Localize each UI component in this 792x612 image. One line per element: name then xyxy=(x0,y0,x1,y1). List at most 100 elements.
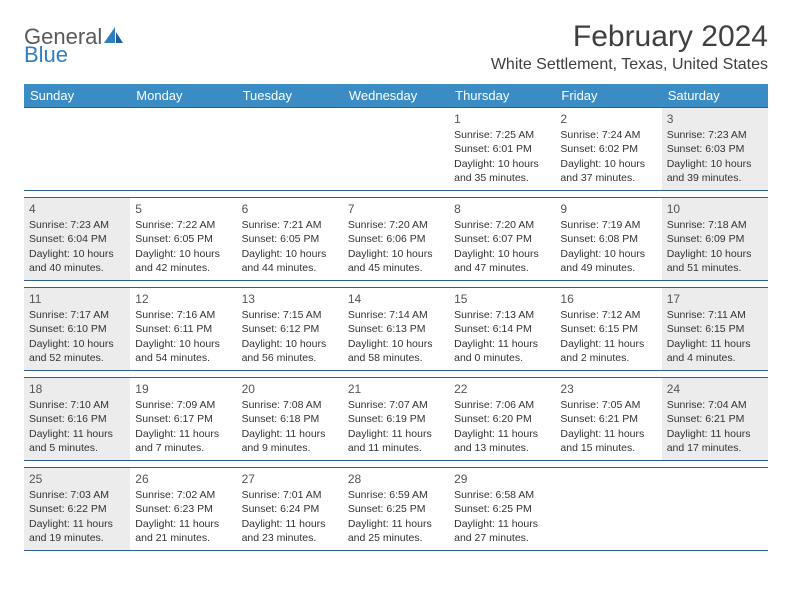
calendar: SundayMondayTuesdayWednesdayThursdayFrid… xyxy=(24,84,768,551)
day-info-line: Sunrise: 6:59 AM xyxy=(348,488,444,502)
day-info-line: Sunrise: 7:14 AM xyxy=(348,308,444,322)
day-info-line: Sunrise: 7:09 AM xyxy=(135,398,231,412)
day-number: 7 xyxy=(348,201,444,217)
day-number: 29 xyxy=(454,471,550,487)
day-info-line: Daylight: 11 hours and 7 minutes. xyxy=(135,427,231,455)
day-info-line: Sunrise: 7:23 AM xyxy=(667,128,763,142)
day-cell: 4Sunrise: 7:23 AMSunset: 6:04 PMDaylight… xyxy=(24,198,130,280)
week-row: 25Sunrise: 7:03 AMSunset: 6:22 PMDayligh… xyxy=(24,467,768,551)
day-cell: 26Sunrise: 7:02 AMSunset: 6:23 PMDayligh… xyxy=(130,468,236,550)
day-cell: 6Sunrise: 7:21 AMSunset: 6:05 PMDaylight… xyxy=(237,198,343,280)
day-info-line: Sunrise: 7:02 AM xyxy=(135,488,231,502)
day-info-line: Sunrise: 7:20 AM xyxy=(454,218,550,232)
day-info-line: Sunset: 6:16 PM xyxy=(29,412,125,426)
day-number: 28 xyxy=(348,471,444,487)
day-info-line: Sunset: 6:24 PM xyxy=(242,502,338,516)
week-row: 1Sunrise: 7:25 AMSunset: 6:01 PMDaylight… xyxy=(24,107,768,191)
day-cell: 13Sunrise: 7:15 AMSunset: 6:12 PMDayligh… xyxy=(237,288,343,370)
day-info-line: Daylight: 10 hours and 35 minutes. xyxy=(454,157,550,185)
day-info-line: Daylight: 10 hours and 49 minutes. xyxy=(560,247,656,275)
day-info-line: Sunset: 6:22 PM xyxy=(29,502,125,516)
logo-text-block: General Blue xyxy=(24,26,124,66)
day-cell: 1Sunrise: 7:25 AMSunset: 6:01 PMDaylight… xyxy=(449,108,555,190)
week-row: 4Sunrise: 7:23 AMSunset: 6:04 PMDaylight… xyxy=(24,197,768,281)
day-info-line: Sunset: 6:09 PM xyxy=(667,232,763,246)
day-cell: 29Sunrise: 6:58 AMSunset: 6:25 PMDayligh… xyxy=(449,468,555,550)
day-cell: 8Sunrise: 7:20 AMSunset: 6:07 PMDaylight… xyxy=(449,198,555,280)
day-number: 10 xyxy=(667,201,763,217)
day-info-line: Sunrise: 7:25 AM xyxy=(454,128,550,142)
title-block: February 2024 White Settlement, Texas, U… xyxy=(491,20,768,74)
day-info-line: Sunrise: 7:13 AM xyxy=(454,308,550,322)
day-cell: 11Sunrise: 7:17 AMSunset: 6:10 PMDayligh… xyxy=(24,288,130,370)
day-info-line: Sunset: 6:15 PM xyxy=(667,322,763,336)
day-number: 22 xyxy=(454,381,550,397)
day-info-line: Daylight: 11 hours and 25 minutes. xyxy=(348,517,444,545)
day-info-line: Sunrise: 7:16 AM xyxy=(135,308,231,322)
day-number: 21 xyxy=(348,381,444,397)
weekday-header-row: SundayMondayTuesdayWednesdayThursdayFrid… xyxy=(24,84,768,107)
day-cell: 7Sunrise: 7:20 AMSunset: 6:06 PMDaylight… xyxy=(343,198,449,280)
day-info-line: Sunrise: 7:06 AM xyxy=(454,398,550,412)
calendar-page: General Blue February 2024 White Settlem… xyxy=(0,0,792,571)
day-info-line: Daylight: 10 hours and 44 minutes. xyxy=(242,247,338,275)
day-info-line: Daylight: 11 hours and 0 minutes. xyxy=(454,337,550,365)
day-info-line: Sunrise: 7:07 AM xyxy=(348,398,444,412)
day-cell: 2Sunrise: 7:24 AMSunset: 6:02 PMDaylight… xyxy=(555,108,661,190)
day-info-line: Sunset: 6:13 PM xyxy=(348,322,444,336)
weekday-header: Thursday xyxy=(449,84,555,107)
day-info-line: Sunrise: 7:04 AM xyxy=(667,398,763,412)
weekday-header: Wednesday xyxy=(343,84,449,107)
day-info-line: Sunset: 6:20 PM xyxy=(454,412,550,426)
day-number: 8 xyxy=(454,201,550,217)
day-cell: 25Sunrise: 7:03 AMSunset: 6:22 PMDayligh… xyxy=(24,468,130,550)
day-number: 15 xyxy=(454,291,550,307)
day-info-line: Daylight: 10 hours and 58 minutes. xyxy=(348,337,444,365)
day-cell: 23Sunrise: 7:05 AMSunset: 6:21 PMDayligh… xyxy=(555,378,661,460)
day-info-line: Sunset: 6:18 PM xyxy=(242,412,338,426)
day-cell: 18Sunrise: 7:10 AMSunset: 6:16 PMDayligh… xyxy=(24,378,130,460)
day-number: 9 xyxy=(560,201,656,217)
day-info-line: Sunrise: 7:17 AM xyxy=(29,308,125,322)
day-info-line: Sunrise: 7:15 AM xyxy=(242,308,338,322)
weekday-header: Friday xyxy=(555,84,661,107)
day-info-line: Daylight: 11 hours and 11 minutes. xyxy=(348,427,444,455)
day-info-line: Sunset: 6:07 PM xyxy=(454,232,550,246)
day-info-line: Daylight: 11 hours and 9 minutes. xyxy=(242,427,338,455)
day-info-line: Sunset: 6:08 PM xyxy=(560,232,656,246)
day-info-line: Daylight: 11 hours and 13 minutes. xyxy=(454,427,550,455)
day-info-line: Daylight: 10 hours and 51 minutes. xyxy=(667,247,763,275)
day-number: 25 xyxy=(29,471,125,487)
day-info-line: Sunrise: 7:21 AM xyxy=(242,218,338,232)
logo: General Blue xyxy=(24,20,124,66)
day-info-line: Sunrise: 7:11 AM xyxy=(667,308,763,322)
day-cell: 15Sunrise: 7:13 AMSunset: 6:14 PMDayligh… xyxy=(449,288,555,370)
day-info-line: Daylight: 11 hours and 15 minutes. xyxy=(560,427,656,455)
day-info-line: Sunrise: 7:22 AM xyxy=(135,218,231,232)
weeks-container: 1Sunrise: 7:25 AMSunset: 6:01 PMDaylight… xyxy=(24,107,768,551)
day-info-line: Daylight: 10 hours and 52 minutes. xyxy=(29,337,125,365)
day-info-line: Daylight: 10 hours and 39 minutes. xyxy=(667,157,763,185)
day-number: 18 xyxy=(29,381,125,397)
day-info-line: Daylight: 10 hours and 45 minutes. xyxy=(348,247,444,275)
day-cell-empty xyxy=(130,108,236,190)
day-number: 16 xyxy=(560,291,656,307)
day-number: 26 xyxy=(135,471,231,487)
day-info-line: Sunset: 6:04 PM xyxy=(29,232,125,246)
day-info-line: Sunrise: 7:23 AM xyxy=(29,218,125,232)
day-info-line: Daylight: 11 hours and 19 minutes. xyxy=(29,517,125,545)
day-info-line: Sunrise: 7:12 AM xyxy=(560,308,656,322)
day-info-line: Daylight: 11 hours and 5 minutes. xyxy=(29,427,125,455)
day-cell-empty xyxy=(555,468,661,550)
day-cell: 20Sunrise: 7:08 AMSunset: 6:18 PMDayligh… xyxy=(237,378,343,460)
page-title: February 2024 xyxy=(491,20,768,54)
day-info-line: Sunset: 6:15 PM xyxy=(560,322,656,336)
day-cell: 3Sunrise: 7:23 AMSunset: 6:03 PMDaylight… xyxy=(662,108,768,190)
day-number: 24 xyxy=(667,381,763,397)
day-cell: 19Sunrise: 7:09 AMSunset: 6:17 PMDayligh… xyxy=(130,378,236,460)
day-number: 20 xyxy=(242,381,338,397)
day-info-line: Daylight: 11 hours and 27 minutes. xyxy=(454,517,550,545)
day-cell: 16Sunrise: 7:12 AMSunset: 6:15 PMDayligh… xyxy=(555,288,661,370)
day-info-line: Sunset: 6:05 PM xyxy=(135,232,231,246)
weekday-header: Tuesday xyxy=(237,84,343,107)
